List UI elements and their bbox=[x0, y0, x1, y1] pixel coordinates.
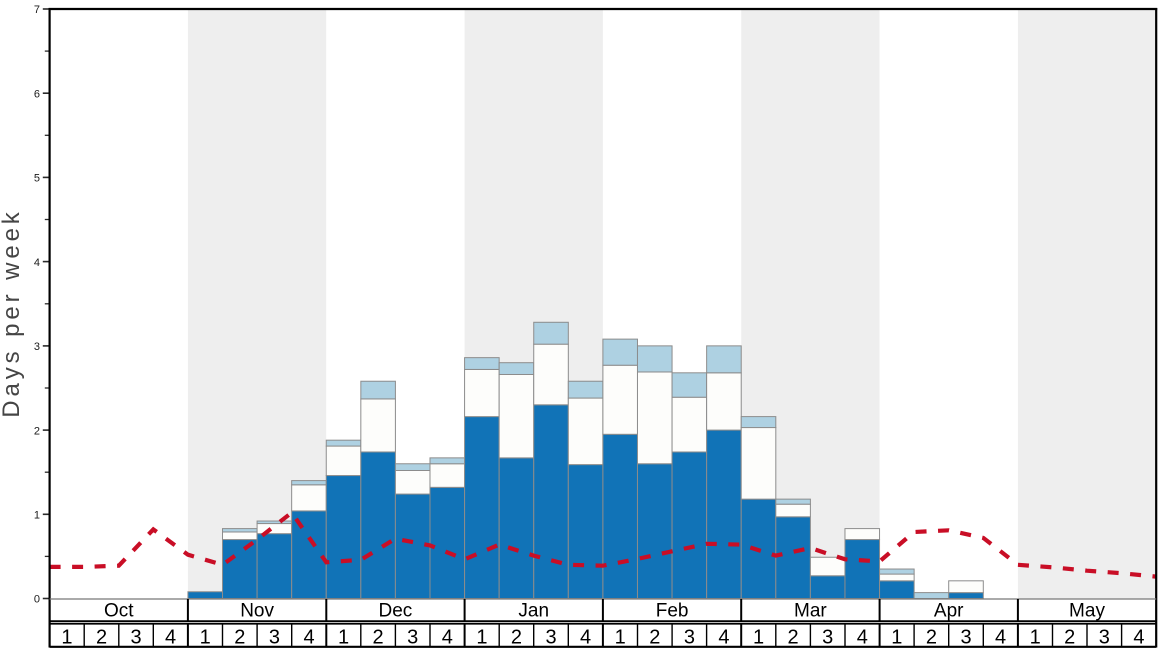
svg-text:4: 4 bbox=[995, 626, 1006, 648]
svg-text:2: 2 bbox=[926, 626, 937, 648]
svg-text:1: 1 bbox=[476, 626, 487, 648]
svg-text:1: 1 bbox=[753, 626, 764, 648]
svg-text:3: 3 bbox=[822, 626, 833, 648]
svg-text:1: 1 bbox=[34, 510, 40, 522]
svg-text:4: 4 bbox=[442, 626, 453, 648]
svg-text:Dec: Dec bbox=[379, 601, 413, 622]
svg-text:1: 1 bbox=[891, 626, 902, 648]
svg-text:2: 2 bbox=[373, 626, 384, 648]
svg-text:4: 4 bbox=[718, 626, 729, 648]
svg-text:3: 3 bbox=[960, 626, 971, 648]
svg-text:Mar: Mar bbox=[794, 601, 827, 622]
svg-text:3: 3 bbox=[684, 626, 695, 648]
svg-text:2: 2 bbox=[788, 626, 799, 648]
svg-text:4: 4 bbox=[303, 626, 314, 648]
svg-text:2: 2 bbox=[649, 626, 660, 648]
svg-text:6: 6 bbox=[34, 88, 40, 100]
svg-text:Oct: Oct bbox=[104, 601, 134, 622]
svg-text:3: 3 bbox=[269, 626, 280, 648]
svg-text:0: 0 bbox=[34, 594, 40, 606]
svg-text:4: 4 bbox=[34, 257, 40, 269]
svg-text:1: 1 bbox=[61, 626, 72, 648]
svg-text:1: 1 bbox=[338, 626, 349, 648]
svg-text:3: 3 bbox=[545, 626, 556, 648]
svg-text:1: 1 bbox=[615, 626, 626, 648]
svg-text:Apr: Apr bbox=[934, 601, 964, 622]
svg-text:2: 2 bbox=[234, 626, 245, 648]
svg-text:Jan: Jan bbox=[518, 601, 549, 622]
svg-text:4: 4 bbox=[580, 626, 591, 648]
svg-text:5: 5 bbox=[34, 173, 40, 185]
svg-text:2: 2 bbox=[34, 425, 40, 437]
svg-text:2: 2 bbox=[511, 626, 522, 648]
svg-text:4: 4 bbox=[1133, 626, 1144, 648]
svg-text:Feb: Feb bbox=[656, 601, 689, 622]
svg-text:Days per week: Days per week bbox=[0, 208, 25, 417]
svg-text:May: May bbox=[1069, 601, 1105, 622]
svg-text:3: 3 bbox=[131, 626, 142, 648]
svg-text:4: 4 bbox=[857, 626, 868, 648]
svg-text:1: 1 bbox=[200, 626, 211, 648]
svg-text:Nov: Nov bbox=[240, 601, 274, 622]
svg-text:1: 1 bbox=[1030, 626, 1041, 648]
svg-text:4: 4 bbox=[165, 626, 176, 648]
svg-text:3: 3 bbox=[1099, 626, 1110, 648]
svg-text:2: 2 bbox=[1064, 626, 1075, 648]
svg-text:3: 3 bbox=[407, 626, 418, 648]
svg-text:2: 2 bbox=[96, 626, 107, 648]
svg-text:3: 3 bbox=[34, 341, 40, 353]
svg-text:7: 7 bbox=[34, 4, 40, 16]
